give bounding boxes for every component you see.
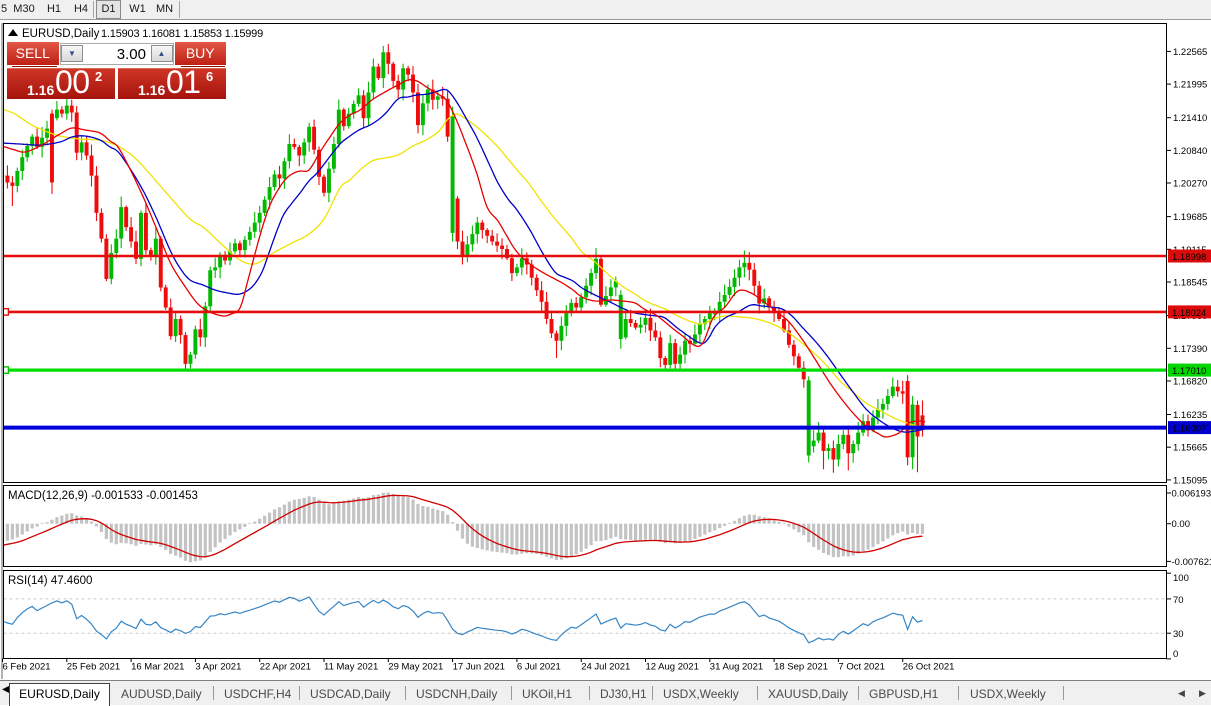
svg-text:0.00: 0.00	[1172, 519, 1191, 530]
svg-text:12 Aug 2021: 12 Aug 2021	[646, 662, 699, 673]
svg-text:7 Oct 2021: 7 Oct 2021	[838, 662, 884, 673]
svg-text:1.18998: 1.18998	[1172, 252, 1206, 263]
svg-text:1.22565: 1.22565	[1173, 47, 1207, 58]
svg-text:30: 30	[1173, 629, 1184, 640]
svg-text:25 Feb 2021: 25 Feb 2021	[67, 662, 120, 673]
svg-text:1.20840: 1.20840	[1173, 146, 1207, 157]
svg-text:1.15665: 1.15665	[1173, 443, 1207, 454]
svg-text:100: 100	[1173, 573, 1189, 584]
svg-text:MACD(12,26,9) -0.001533 -0.001: MACD(12,26,9) -0.001533 -0.001453	[8, 490, 198, 502]
svg-text:70: 70	[1173, 595, 1184, 606]
svg-text:16 Mar 2021: 16 Mar 2021	[131, 662, 184, 673]
svg-text:26 Oct 2021: 26 Oct 2021	[903, 662, 955, 673]
svg-text:24 Jul 2021: 24 Jul 2021	[581, 662, 630, 673]
svg-text:1.18024: 1.18024	[1172, 308, 1206, 319]
svg-text:1.16007: 1.16007	[1172, 424, 1206, 435]
svg-text:EURUSD,Daily: EURUSD,Daily	[22, 28, 100, 40]
svg-text:6 Feb 2021: 6 Feb 2021	[3, 662, 51, 673]
svg-text:17 Jun 2021: 17 Jun 2021	[453, 662, 505, 673]
svg-text:1.16235: 1.16235	[1173, 410, 1207, 421]
svg-text:0.006193: 0.006193	[1172, 489, 1211, 500]
svg-text:6 Jul 2021: 6 Jul 2021	[517, 662, 561, 673]
svg-text:18 Sep 2021: 18 Sep 2021	[774, 662, 828, 673]
svg-text:31 Aug 2021: 31 Aug 2021	[710, 662, 763, 673]
svg-text:1.15903 1.16081 1.15853 1.1599: 1.15903 1.16081 1.15853 1.15999	[101, 28, 263, 40]
svg-text:1.17010: 1.17010	[1172, 366, 1206, 377]
svg-text:1.19685: 1.19685	[1173, 212, 1207, 223]
svg-text:3 Apr 2021: 3 Apr 2021	[195, 662, 241, 673]
svg-text:1.17390: 1.17390	[1173, 344, 1207, 355]
svg-text:22 Apr 2021: 22 Apr 2021	[260, 662, 311, 673]
svg-text:1.20270: 1.20270	[1173, 179, 1207, 190]
svg-text:1.15095: 1.15095	[1173, 475, 1207, 486]
svg-text:1.21995: 1.21995	[1173, 80, 1207, 91]
svg-text:11 May 2021: 11 May 2021	[324, 662, 378, 673]
svg-text:RSI(14) 47.4600: RSI(14) 47.4600	[8, 575, 92, 587]
svg-text:1.18545: 1.18545	[1173, 278, 1207, 289]
svg-text:29 May 2021: 29 May 2021	[388, 662, 443, 673]
svg-text:0: 0	[1173, 649, 1178, 660]
svg-text:1.16820: 1.16820	[1173, 377, 1207, 388]
svg-text:-0.007621: -0.007621	[1172, 557, 1211, 568]
svg-text:1.21410: 1.21410	[1173, 113, 1207, 124]
